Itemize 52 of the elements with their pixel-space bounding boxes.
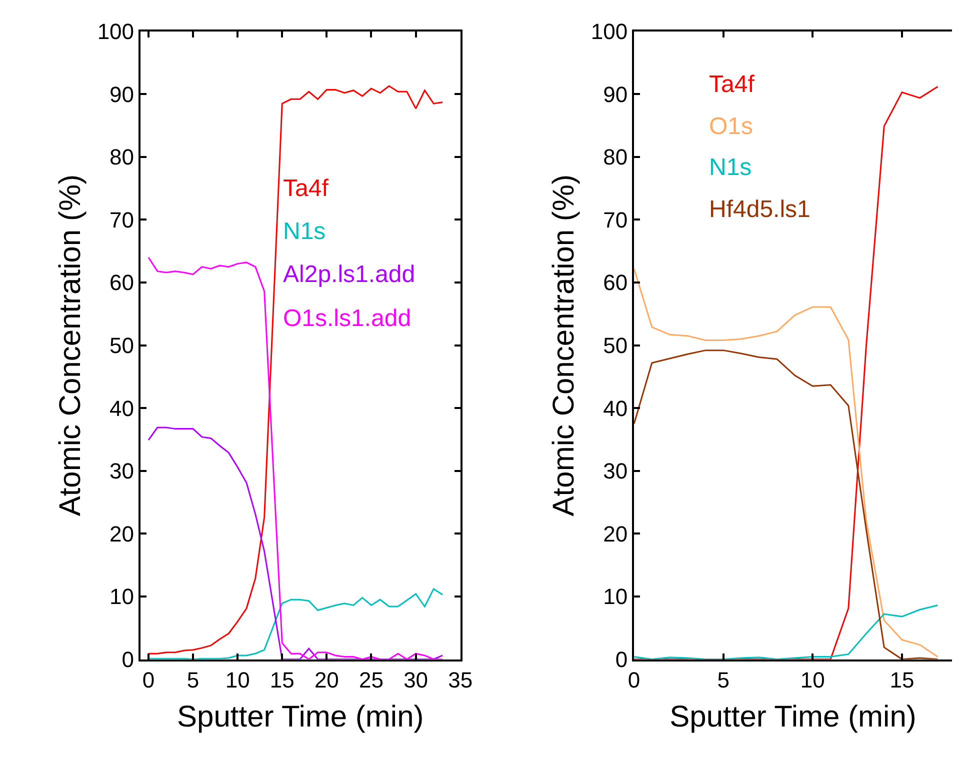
y-tick-label: 0 [122,646,134,672]
text: O1s [709,113,754,140]
text: N1s [709,154,752,181]
line-series [634,604,938,660]
y-tick-label: 80 [110,144,134,170]
x-tick-label: 20 [314,668,339,693]
y-tick-label: 50 [110,333,134,358]
x-tick-label: 5 [186,668,200,693]
text: N1s [283,218,326,245]
x-tick-label: 10 [800,668,825,693]
line-series [148,85,444,654]
y-tick-label: 80 [603,144,628,170]
x-tick-label: 25 [359,668,384,693]
y-tick-label: 100 [97,19,134,44]
x-tick-label: 35 [448,668,473,693]
y-axis-title: Atomic Concentration (%) [547,174,580,516]
y-tick-label: 30 [110,458,134,484]
text: Ta4f [709,71,755,98]
y-tick-label: 60 [110,270,134,296]
series-label: Ta4f [283,175,329,202]
text: Hf4d5.ls1 [709,196,810,223]
y-tick-label: 90 [110,82,134,107]
y-tick-label: 100 [590,19,628,44]
series-label: O1s.ls1.add [283,305,412,332]
line-series [148,256,444,660]
y-tick-label: 30 [603,458,628,484]
x-axis-title: Sputter Time (min) [670,700,916,734]
x-tick-label: 0 [142,668,155,693]
y-axis-title: Atomic Concentration (%) [54,174,87,516]
line-series [148,588,444,660]
y-tick-label: 10 [603,584,628,610]
y-tick-label: 20 [603,521,628,546]
y-tick-label: 10 [110,584,134,610]
y-tick-label: 40 [603,396,628,421]
x-tick-label: 30 [404,668,428,693]
y-tick-label: 0 [615,646,628,672]
y-tick-label: 50 [603,333,628,358]
y-tick-label: 40 [110,396,134,421]
x-tick-label: 15 [270,668,294,693]
x-tick-label: 15 [890,668,914,693]
y-tick-label: 90 [603,82,628,107]
line-series [634,350,938,660]
x-axis-title: Sputter Time (min) [177,700,424,734]
y-tick-label: 60 [603,270,628,296]
y-tick-label: 70 [603,207,628,232]
y-tick-label: 70 [110,207,134,232]
x-tick-label: 10 [225,668,250,693]
line-series [148,426,444,660]
line-series [634,268,938,658]
y-tick-label: 20 [110,521,134,546]
x-tick-label: 5 [717,668,730,693]
text: Al2p.ls1.add [283,261,416,288]
